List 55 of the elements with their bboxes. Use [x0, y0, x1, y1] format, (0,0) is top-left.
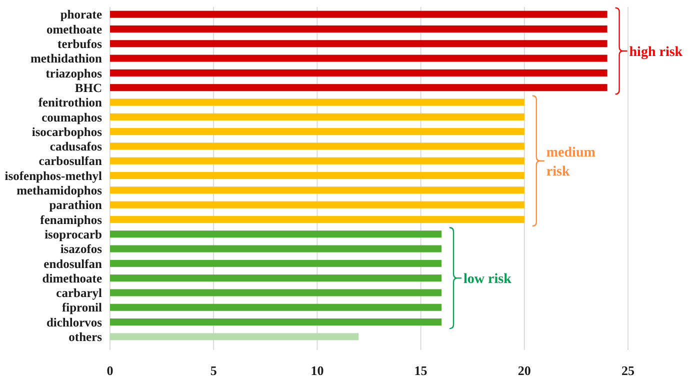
- x-tick-label: 10: [310, 363, 324, 378]
- y-tick-label: others: [68, 330, 102, 344]
- x-tick-label: 25: [622, 363, 635, 378]
- bar: [110, 230, 442, 238]
- series-label: high risk: [629, 44, 683, 60]
- bar: [110, 201, 524, 208]
- bar: [110, 84, 608, 92]
- y-tick-label: dichlorvos: [46, 315, 102, 330]
- y-tick-label: methidathion: [30, 52, 102, 66]
- y-tick-label: parathion: [49, 198, 102, 212]
- y-tick-label: terbufos: [58, 37, 102, 52]
- bar: [110, 245, 442, 252]
- y-tick-label: coumaphos: [42, 110, 102, 124]
- y-tick-label: methamidophos: [16, 184, 102, 198]
- bar: [110, 216, 524, 223]
- bar: [110, 40, 608, 48]
- bar: [110, 113, 524, 120]
- bar: [110, 25, 608, 32]
- y-tick-label: endosulfan: [44, 256, 102, 271]
- bar: [110, 142, 524, 150]
- bar: [110, 172, 524, 180]
- y-tick-label: carbaryl: [56, 286, 103, 300]
- bar: [110, 289, 442, 296]
- y-tick-label: isoprocarb: [44, 227, 102, 242]
- bar: [110, 69, 608, 76]
- bar: [110, 318, 442, 326]
- y-tick-label: isocarbophos: [32, 124, 102, 139]
- bar: [110, 274, 442, 282]
- y-tick-label: fipronil: [62, 300, 103, 315]
- y-tick-label: dimethoate: [42, 271, 102, 286]
- x-tick-label: 20: [518, 363, 531, 378]
- bar: [110, 157, 524, 164]
- bar: [110, 260, 442, 267]
- y-tick-label: fenitrothion: [38, 96, 102, 110]
- y-tick-label: omethoate: [46, 22, 102, 36]
- x-tick-label: 0: [106, 363, 114, 378]
- y-tick-label: phorate: [60, 8, 102, 22]
- y-tick-label: isazofos: [60, 242, 102, 256]
- bar: [110, 54, 608, 62]
- bar: [110, 186, 524, 194]
- series-label: medium risk: [546, 146, 596, 180]
- y-tick-label: BHC: [74, 80, 102, 95]
- series-label: low risk: [464, 272, 512, 287]
- x-tick-label: 15: [414, 363, 428, 378]
- bar: [110, 128, 524, 136]
- x-tick-label: 5: [210, 363, 218, 378]
- bar: [110, 10, 608, 18]
- bar: [110, 333, 359, 340]
- bar: [110, 98, 524, 106]
- y-tick-label: triazophos: [46, 66, 102, 80]
- y-tick-label: carbosulfan: [38, 154, 102, 168]
- bar: [110, 304, 442, 311]
- y-tick-label: isofenphos-methyl: [4, 168, 103, 183]
- y-tick-label: cadusafos: [50, 140, 102, 154]
- y-tick-label: fenamiphos: [40, 212, 102, 227]
